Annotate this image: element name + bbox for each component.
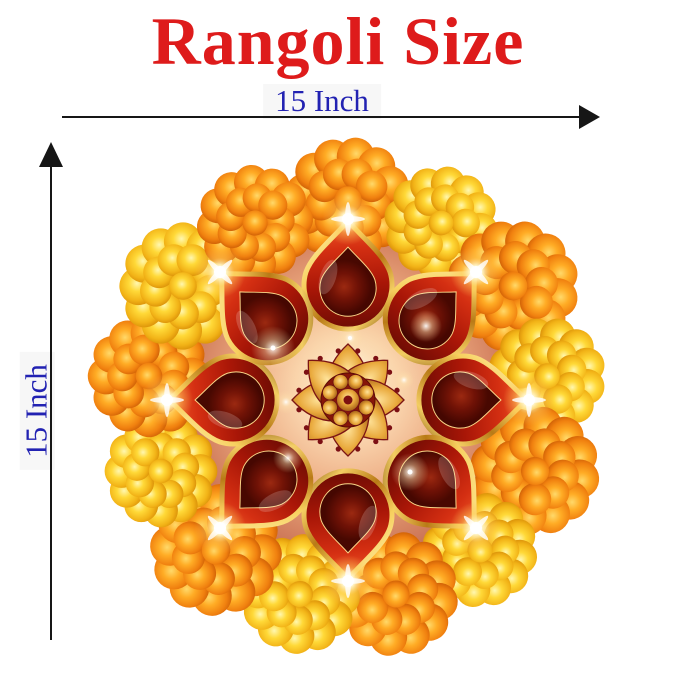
rangoli-image [65, 127, 627, 676]
horizontal-dimension-line [62, 116, 579, 118]
sparkle-glows [251, 310, 442, 491]
center-mandala [291, 343, 405, 457]
sparkle-glow [274, 390, 298, 414]
up-arrowhead-icon [39, 142, 63, 167]
page-title: Rangoli Size [151, 3, 525, 79]
width-dimension-label: 15 Inch [263, 84, 381, 119]
sparkle-glow [410, 310, 442, 342]
sparkle-glow [394, 370, 414, 390]
vertical-dimension-line [50, 166, 52, 640]
right-arrowhead-icon [579, 105, 600, 129]
sparkle-glow [273, 443, 303, 473]
